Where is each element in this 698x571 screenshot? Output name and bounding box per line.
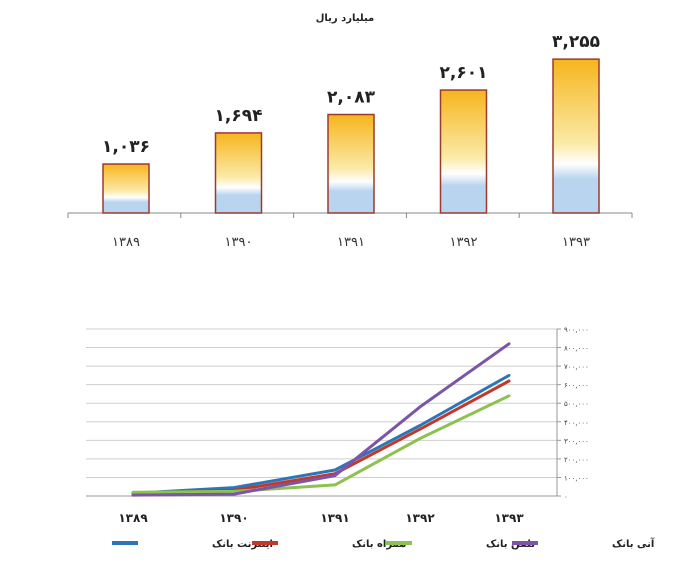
bar-value-label: ۱,۶۹۴ [215, 106, 263, 126]
line-series [131, 373, 511, 495]
line-y-tick-label: ۵۰۰,۰۰۰ [564, 400, 589, 408]
line-y-tick-label: ۸۰۰,۰۰۰ [564, 345, 589, 353]
bar [552, 58, 600, 214]
line-y-tick-label: ۱۰۰,۰۰۰ [564, 474, 589, 482]
bar [327, 113, 375, 214]
line-x-tick-label: ۱۳۹۰ [219, 511, 248, 525]
bar-chart-subtitle: میلیارد ریال [316, 13, 375, 24]
bar-category-label: ۱۳۹۱ [337, 235, 365, 250]
line-y-tick-label: ۹۰۰,۰۰۰ [564, 326, 589, 334]
bar-value-label: ۳,۲۵۵ [552, 32, 600, 52]
line-y-tick-label: ۶۰۰,۰۰۰ [564, 382, 589, 390]
line-series [131, 342, 511, 497]
bar-category-label: ۱۳۹۰ [225, 235, 253, 250]
bar-value-label: ۲,۶۰۱ [440, 63, 488, 83]
line-x-tick-label: ۱۳۸۹ [118, 511, 148, 525]
line-y-tick-label: ۴۰۰,۰۰۰ [564, 419, 589, 427]
line-y-tick-label: ۳۰۰,۰۰۰ [564, 437, 589, 445]
line-x-tick-label: ۱۳۹۲ [405, 511, 435, 525]
legend-label: تلفن بانک [486, 539, 535, 550]
bar-chart: میلیارد ریال ۱,۰۳۶ ۱۳۸۹ ۱,۶۹۴ ۱۳۹۰ ۲,۰۸۳ ۱۳۹۱… [67, 13, 633, 250]
bar-value-label: ۲,۰۸۳ [327, 88, 376, 108]
legend-label: آنی بانک [612, 537, 655, 550]
bar-category-label: ۱۳۹۳ [562, 235, 590, 250]
bar [439, 89, 488, 214]
line-chart: ۰ ۱۰۰,۰۰۰ ۲۰۰,۰۰۰ ۳۰۰,۰۰۰ ۴۰۰,۰۰۰ ۵۰۰,۰۰۰ ۶۰۰,… [86, 326, 655, 550]
bar-value-label: ۱,۰۳۶ [102, 137, 150, 157]
line-series [131, 394, 511, 494]
bar [214, 132, 263, 214]
bar-category-label: ۱۳۸۹ [112, 235, 140, 250]
line-y-tick-label: ۷۰۰,۰۰۰ [564, 363, 589, 371]
bar [102, 163, 150, 214]
bar-category-label: ۱۳۹۲ [450, 235, 478, 250]
legend-label: اینترنت بانک [212, 539, 273, 550]
line-y-tick-label: ۲۰۰,۰۰۰ [564, 456, 589, 464]
line-y-tick-label: ۰ [564, 493, 568, 501]
line-x-tick-label: ۱۳۹۳ [494, 511, 524, 525]
legend-label: همراه بانک [352, 539, 406, 550]
line-x-tick-label: ۱۳۹۱ [320, 511, 349, 525]
